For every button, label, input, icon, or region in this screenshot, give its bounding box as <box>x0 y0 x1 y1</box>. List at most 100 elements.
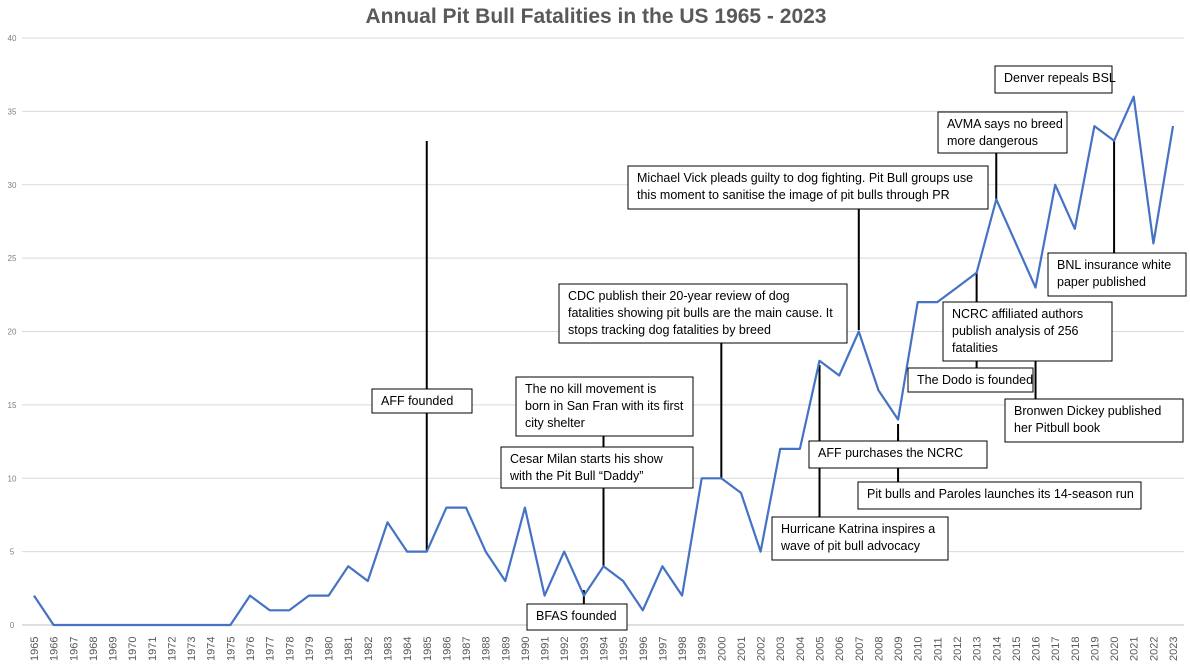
annotation-box: NCRC affiliated authors publish analysis … <box>942 301 1113 362</box>
annotation-text: Pit bulls and Paroles launches its 14-se… <box>867 487 1134 501</box>
annotation-box-frame <box>627 165 989 210</box>
x-tick-label: 1972 <box>166 637 178 661</box>
annotation-text: AFF purchases the NCRC <box>818 446 963 460</box>
x-tick-label: 1980 <box>324 637 336 661</box>
y-axis-ticks: 0 5 10 15 20 25 30 35 40 <box>8 34 17 630</box>
annotation-boxes: AFF founded BFAS founded The no kill movem… <box>371 65 1187 631</box>
annotation-box-frame <box>808 440 988 469</box>
annotation-box-frame <box>515 376 694 437</box>
x-tick-label: 1984 <box>402 637 414 661</box>
x-tick-label: 1988 <box>481 637 493 661</box>
x-tick-label: 2006 <box>834 637 846 661</box>
y-tick-label: 30 <box>8 181 17 190</box>
x-axis-ticks: 1965 1966 1967 1968 1969 1970 1971 1972 1973 1974… <box>29 637 1180 661</box>
x-tick-label: 2020 <box>1109 637 1121 661</box>
y-tick-label: 35 <box>8 107 17 116</box>
x-tick-label: 1981 <box>343 637 355 661</box>
x-tick-label: 2010 <box>913 637 925 661</box>
x-tick-label: 2018 <box>1070 637 1082 661</box>
x-tick-label: 2019 <box>1089 637 1101 661</box>
annotation-box-frame <box>937 111 1068 154</box>
x-tick-label: 1969 <box>108 637 120 661</box>
annotation-box-frame <box>500 446 694 489</box>
annotation-box: CDC publish their 20-year review of dog f… <box>558 283 848 344</box>
x-tick-label: 1967 <box>68 637 80 661</box>
annotation-box: The no kill movement is born in San Fran … <box>515 376 694 437</box>
x-tick-label: 2001 <box>736 637 748 661</box>
x-tick-label: 2021 <box>1129 637 1141 661</box>
x-tick-label: 1994 <box>599 637 611 661</box>
annotation-box-frame <box>558 283 848 344</box>
y-tick-label: 25 <box>8 254 17 263</box>
annotation-box-frame <box>371 388 473 414</box>
x-tick-label: 2023 <box>1168 637 1180 661</box>
x-tick-label: 1992 <box>559 637 571 661</box>
annotation-text: publish analysis of 256 <box>952 324 1079 338</box>
annotation-box-frame <box>771 516 949 561</box>
x-tick-label: 2007 <box>854 637 866 661</box>
x-tick-label: 1993 <box>579 637 591 661</box>
x-tick-label: 1979 <box>304 637 316 661</box>
annotation-text: fatalities <box>952 341 998 355</box>
annotation-box-frame <box>857 481 1142 510</box>
x-tick-label: 2004 <box>795 637 807 661</box>
x-tick-label: 1970 <box>127 637 139 661</box>
x-tick-label: 1987 <box>461 637 473 661</box>
x-tick-label: 1971 <box>147 637 159 661</box>
annotation-box: Michael Vick pleads guilty to dog fighti… <box>627 165 989 210</box>
annotation-box-frame <box>994 65 1113 94</box>
x-tick-label: 1973 <box>186 637 198 661</box>
x-tick-label: 1986 <box>441 637 453 661</box>
x-tick-label: 2013 <box>972 637 984 661</box>
x-tick-label: 1998 <box>677 637 689 661</box>
x-tick-label: 2017 <box>1050 637 1062 661</box>
x-tick-label: 1995 <box>618 637 630 661</box>
annotation-text: city shelter <box>525 416 585 430</box>
x-tick-label: 1978 <box>284 637 296 661</box>
x-tick-label: 1977 <box>265 637 277 661</box>
annotation-box-frame <box>526 603 628 631</box>
annotation-text: CDC publish their 20-year review of dog <box>568 289 790 303</box>
x-tick-label: 2009 <box>893 637 905 661</box>
annotation-box-frame <box>942 301 1113 362</box>
y-tick-label: 40 <box>8 34 17 43</box>
annotation-text: The Dodo is founded <box>917 373 1033 387</box>
series-line <box>33 95 1175 627</box>
x-tick-label: 2008 <box>873 637 885 661</box>
annotation-text: AVMA says no breed <box>947 117 1063 131</box>
annotation-box-frame <box>1047 252 1187 297</box>
annotation-text: BFAS founded <box>536 609 617 623</box>
x-tick-label: 1991 <box>540 637 552 661</box>
annotation-box: Denver repeals BSL <box>994 65 1116 94</box>
chart-title: Annual Pit Bull Fatalities in the US 196… <box>366 5 827 28</box>
annotation-box: BNL insurance white paper published <box>1047 252 1187 297</box>
x-tick-label: 1996 <box>638 637 650 661</box>
x-tick-label: 1982 <box>363 637 375 661</box>
annotation-text: Hurricane Katrina inspires a <box>781 522 935 536</box>
x-tick-label: 2003 <box>775 637 787 661</box>
annotation-text: born in San Fran with its first <box>525 399 684 413</box>
annotation-text: Cesar Milan starts his show <box>510 452 664 466</box>
annotation-text: NCRC affiliated authors <box>952 307 1083 321</box>
series-area <box>33 95 1175 627</box>
x-tick-label: 1966 <box>49 637 61 661</box>
annotation-box: AVMA says no breed more dangerous <box>937 111 1068 154</box>
x-tick-label: 1990 <box>520 637 532 661</box>
x-tick-label: 1999 <box>697 637 709 661</box>
annotation-text: paper published <box>1057 275 1146 289</box>
annotation-box: Hurricane Katrina inspires a wave of pit … <box>771 516 949 561</box>
annotation-text: The no kill movement is <box>525 382 656 396</box>
annotation-text: with the Pit Bull “Daddy” <box>509 469 643 483</box>
annotation-text: her Pitbull book <box>1014 421 1101 435</box>
annotation-text: AFF founded <box>381 394 453 408</box>
annotation-text: this moment to sanitise the image of pit… <box>637 188 950 202</box>
x-tick-label: 2012 <box>952 637 964 661</box>
x-tick-label: 1985 <box>422 637 434 661</box>
x-tick-label: 2011 <box>932 637 944 661</box>
annotation-text: more dangerous <box>947 134 1038 148</box>
annotation-box: Cesar Milan starts his show with the Pit … <box>500 446 694 489</box>
x-tick-label: 1989 <box>500 637 512 661</box>
annotation-text: Michael Vick pleads guilty to dog fighti… <box>637 171 973 185</box>
y-tick-label: 5 <box>10 548 15 557</box>
